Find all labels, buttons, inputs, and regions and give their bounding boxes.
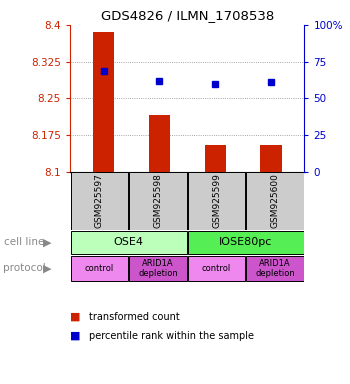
Text: control: control <box>202 264 231 273</box>
Text: ■: ■ <box>70 331 80 341</box>
Text: percentile rank within the sample: percentile rank within the sample <box>89 331 254 341</box>
Text: GSM925600: GSM925600 <box>271 174 280 228</box>
Text: ■: ■ <box>70 312 80 322</box>
Bar <box>149 115 170 172</box>
Title: GDS4826 / ILMN_1708538: GDS4826 / ILMN_1708538 <box>100 9 274 22</box>
Bar <box>71 256 128 281</box>
Text: GSM925598: GSM925598 <box>153 174 162 228</box>
Text: IOSE80pc: IOSE80pc <box>219 237 273 247</box>
Bar <box>246 172 304 230</box>
Bar <box>71 172 128 230</box>
Bar <box>129 172 187 230</box>
Text: GSM925597: GSM925597 <box>95 174 104 228</box>
Bar <box>260 145 282 172</box>
Text: OSE4: OSE4 <box>114 237 144 247</box>
Bar <box>188 172 245 230</box>
Bar <box>246 256 304 281</box>
Text: ▶: ▶ <box>43 237 51 247</box>
Bar <box>129 256 187 281</box>
Bar <box>71 231 187 253</box>
Bar <box>188 256 245 281</box>
Bar <box>93 32 114 172</box>
Text: control: control <box>85 264 114 273</box>
Text: ▶: ▶ <box>43 263 51 273</box>
Text: protocol: protocol <box>4 263 46 273</box>
Text: ARID1A
depletion: ARID1A depletion <box>255 259 295 278</box>
Bar <box>204 145 226 172</box>
Text: cell line: cell line <box>4 237 44 247</box>
Text: GSM925599: GSM925599 <box>212 174 221 228</box>
Text: transformed count: transformed count <box>89 312 180 322</box>
Text: ARID1A
depletion: ARID1A depletion <box>138 259 178 278</box>
Bar <box>188 231 304 253</box>
